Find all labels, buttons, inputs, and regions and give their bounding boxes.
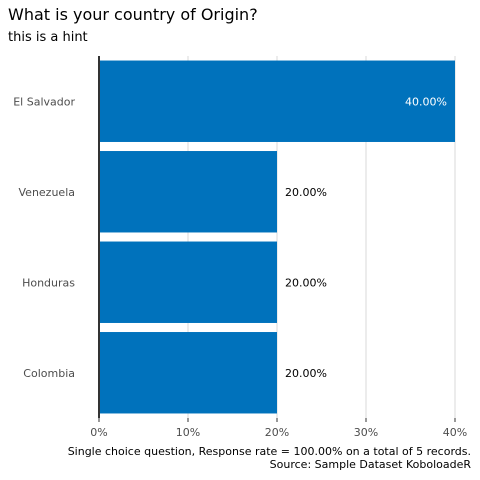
- x-tick-label: 10%: [176, 426, 200, 439]
- chart-caption-source: Source: Sample Dataset KoboloadeR: [269, 458, 471, 471]
- chart-caption-response-rate: Single choice question, Response rate = …: [67, 445, 471, 458]
- bar-data-label: 40.00%: [405, 95, 447, 108]
- bar-data-label: 20.00%: [285, 367, 327, 380]
- bar-el-salvador: [99, 60, 455, 142]
- y-tick-label: Colombia: [23, 367, 75, 380]
- x-tick-label: 40%: [443, 426, 467, 439]
- bar-data-label: 20.00%: [285, 186, 327, 199]
- y-tick-label: Honduras: [22, 276, 75, 289]
- chart-subtitle: this is a hint: [8, 30, 88, 45]
- bar-venezuela: [99, 151, 277, 233]
- x-tick-label: 20%: [265, 426, 289, 439]
- x-tick-label: 30%: [354, 426, 378, 439]
- y-tick-label: Venezuela: [19, 186, 76, 199]
- bar-honduras: [99, 241, 277, 323]
- bar-colombia: [99, 332, 277, 414]
- chart-title: What is your country of Origin?: [8, 5, 258, 24]
- x-tick-label: 0%: [90, 426, 107, 439]
- bar-data-label: 20.00%: [285, 276, 327, 289]
- y-tick-label: El Salvador: [13, 95, 75, 108]
